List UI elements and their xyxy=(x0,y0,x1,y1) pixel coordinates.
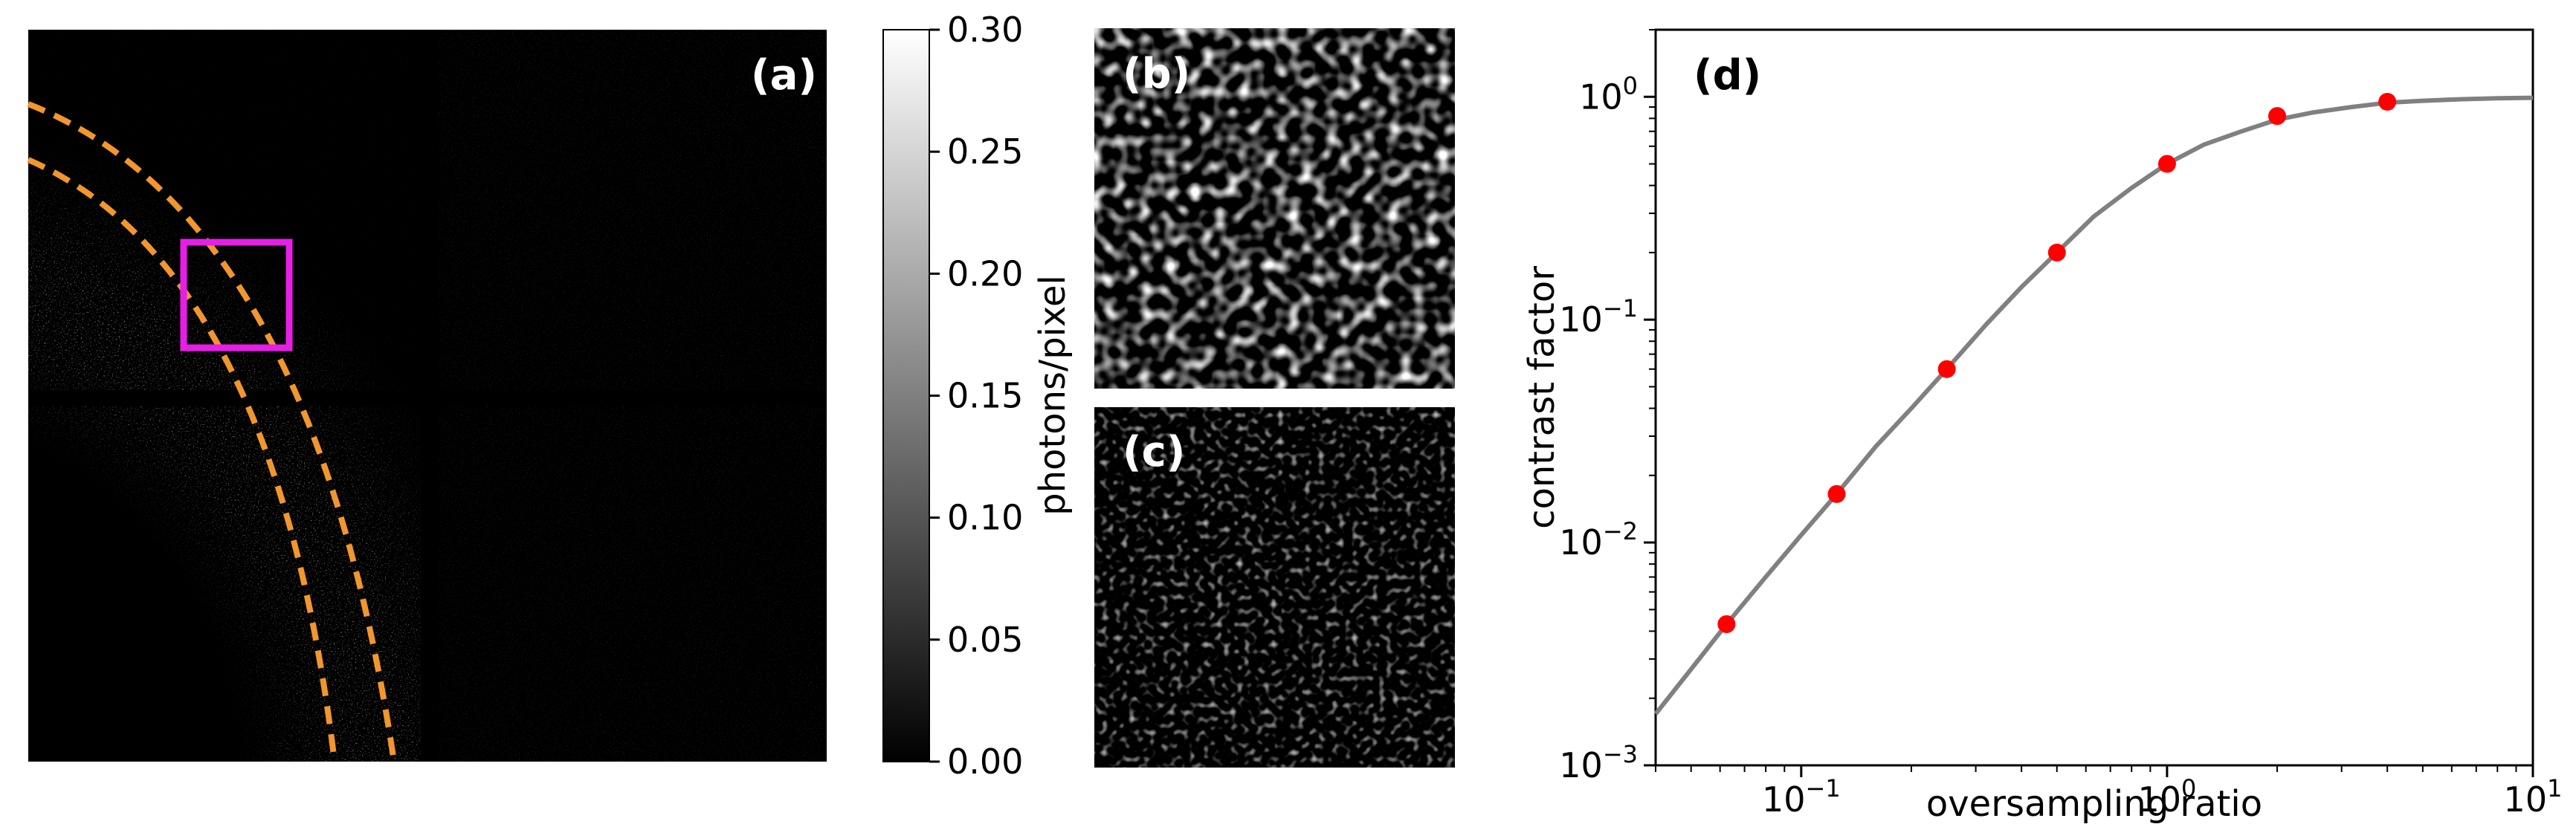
colorbar-ticks: 0.30 0.25 0.20 0.15 0.10 0.05 0.00 xyxy=(929,10,1023,782)
data-point xyxy=(2157,155,2176,173)
panel-d-plot: 10−1 100 101 10−3 10−2 10−1 100 oversampling … xyxy=(1521,28,2563,825)
panel-c-zoom-image: (c) xyxy=(1094,407,1455,768)
y-tick-label: 10−1 xyxy=(1559,294,1638,340)
y-tick-label: 10−2 xyxy=(1559,517,1638,562)
x-axis-title: oversampling ratio xyxy=(1926,783,2262,825)
y-tick-label: 10−3 xyxy=(1559,740,1638,785)
colorbar: 0.30 0.25 0.20 0.15 0.10 0.05 0.00 photons/pix… xyxy=(882,10,1074,782)
data-point xyxy=(2047,243,2066,262)
y-axis-title: contrast factor xyxy=(1521,266,1563,529)
plot-frame xyxy=(1654,28,2534,767)
detector-gap-horizontal xyxy=(28,390,827,406)
roi-box xyxy=(180,239,293,351)
data-point xyxy=(2378,92,2397,111)
colorbar-tick-label: 0.30 xyxy=(947,10,1023,50)
panel-a-detector-image: (a) xyxy=(27,30,827,762)
x-tick-label: 101 xyxy=(2504,774,2563,820)
x-tick-label: 10−1 xyxy=(1762,774,1841,820)
x-tick-label: 100 xyxy=(2137,774,2196,820)
panel-label-d: (d) xyxy=(1694,51,1761,100)
y-axis-ticks: 10−3 10−2 10−1 100 xyxy=(1559,29,1656,785)
data-point xyxy=(2268,107,2287,126)
colorbar-tick-label: 0.15 xyxy=(947,376,1023,416)
colorbar-tick-label: 0.00 xyxy=(947,742,1023,782)
data-points-layer xyxy=(1717,92,2397,634)
panel-label-c: (c) xyxy=(1123,428,1185,476)
data-point xyxy=(1937,360,1956,378)
x-axis-ticks: 10−1 100 101 xyxy=(1655,765,2563,820)
panel-b-zoom-image: (b) xyxy=(1094,28,1455,389)
panel-label-a: (a) xyxy=(751,51,817,100)
panel-label-b: (b) xyxy=(1123,50,1190,98)
ring-boundary-outer xyxy=(27,101,397,762)
data-point xyxy=(1827,484,1846,503)
data-point xyxy=(1717,615,1736,634)
colorbar-title: photons/pixel xyxy=(1032,275,1074,516)
colorbar-tick-label: 0.05 xyxy=(947,620,1023,660)
colorbar-tick-label: 0.20 xyxy=(947,253,1023,293)
colorbar-tick-label: 0.25 xyxy=(947,132,1023,172)
colorbar-tick-label: 0.10 xyxy=(947,498,1023,538)
y-tick-label: 100 xyxy=(1579,71,1638,117)
ring-boundary-inner xyxy=(27,157,338,762)
